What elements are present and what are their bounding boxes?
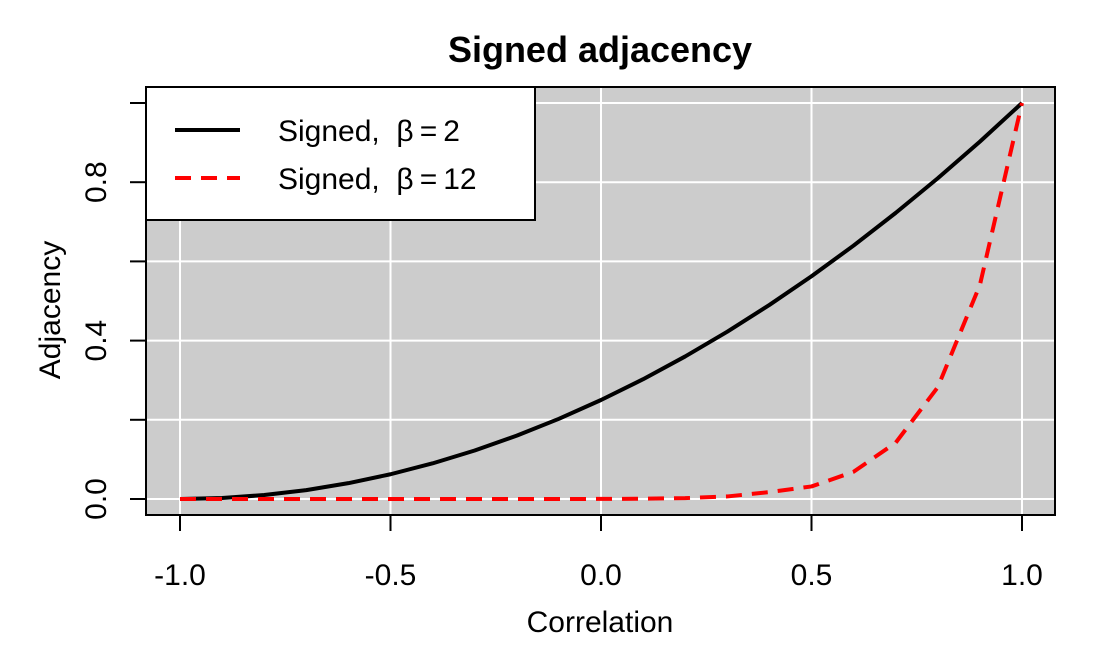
x-axis-label: Correlation xyxy=(527,606,674,639)
chart-title: Signed adjacency xyxy=(448,29,752,70)
legend-label-2: Signed, β = 12 xyxy=(278,163,477,196)
axes: -1.0 -0.5 0.0 0.5 1.0 0.0 0.4 0.8 xyxy=(80,86,1056,592)
x-tick-label: 1.0 xyxy=(1001,559,1043,592)
y-tick-label: 0.4 xyxy=(80,320,113,362)
x-tick-label: -1.0 xyxy=(154,559,206,592)
series-line-2 xyxy=(180,102,1024,501)
legend-label-1: Signed, β = 2 xyxy=(278,115,460,148)
y-axis-label: Adjacency xyxy=(34,241,67,379)
x-tick-label: 0.5 xyxy=(791,559,833,592)
series-layer xyxy=(179,101,1024,501)
legend: Signed, β = 2 Signed, β = 12 xyxy=(145,86,536,221)
y-tick-label: 0.8 xyxy=(80,161,113,203)
series-line-1 xyxy=(179,101,1024,501)
y-tick-label: 0.0 xyxy=(80,478,113,520)
x-tick-label: -0.5 xyxy=(365,559,417,592)
legend-box xyxy=(145,86,536,221)
x-tick-label: 0.0 xyxy=(580,559,622,592)
